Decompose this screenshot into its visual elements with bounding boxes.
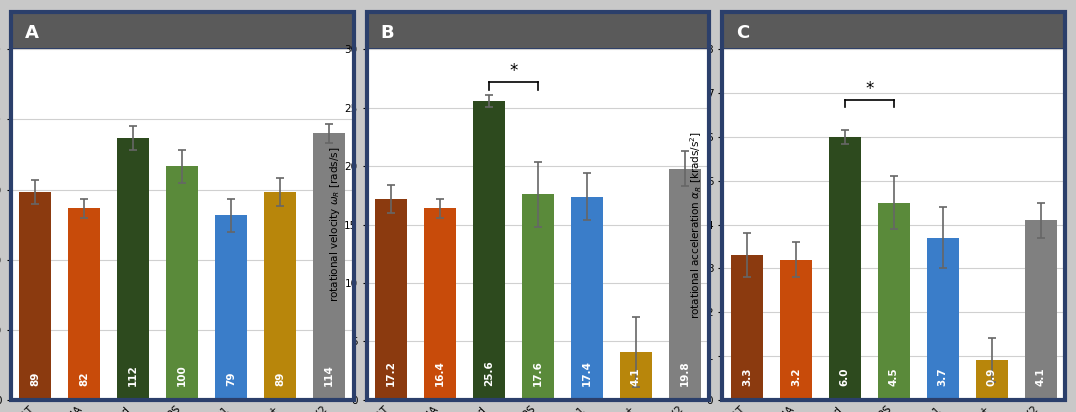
Text: *: * <box>865 80 874 98</box>
Bar <box>68 208 100 400</box>
Text: 25.6: 25.6 <box>484 360 494 386</box>
Bar <box>731 255 763 400</box>
Text: 16.4: 16.4 <box>435 360 445 386</box>
Bar <box>424 208 456 400</box>
Text: 3.3: 3.3 <box>741 367 752 386</box>
Bar <box>620 352 652 400</box>
Text: 79: 79 <box>226 371 237 386</box>
Bar <box>313 133 345 400</box>
Bar <box>780 260 811 400</box>
Text: B: B <box>380 24 394 42</box>
Text: 4.1: 4.1 <box>631 367 641 386</box>
Text: 19.8: 19.8 <box>680 360 690 386</box>
Bar <box>1024 220 1057 400</box>
Text: A: A <box>25 24 39 42</box>
Text: 4.1: 4.1 <box>1036 367 1046 386</box>
Text: 17.4: 17.4 <box>582 360 592 386</box>
Bar <box>669 169 700 400</box>
Text: 4.5: 4.5 <box>889 367 898 386</box>
Text: 6.0: 6.0 <box>839 367 850 386</box>
Bar <box>265 192 296 400</box>
Bar <box>976 360 1008 400</box>
Text: 3.2: 3.2 <box>791 367 801 386</box>
Text: 114: 114 <box>324 364 335 386</box>
Text: 0.9: 0.9 <box>987 367 996 386</box>
Text: 17.2: 17.2 <box>386 360 396 386</box>
Y-axis label: rotational acceleration $\alpha_R$ [krads/s$^2$]: rotational acceleration $\alpha_R$ [krad… <box>689 131 704 318</box>
Text: 17.6: 17.6 <box>533 360 543 386</box>
Bar <box>167 166 198 400</box>
Text: *: * <box>509 62 518 80</box>
Bar <box>571 197 603 400</box>
Text: 112: 112 <box>128 364 138 386</box>
Bar <box>878 203 909 400</box>
Bar <box>117 138 150 400</box>
Bar <box>376 199 407 400</box>
Text: 82: 82 <box>80 371 89 386</box>
Bar <box>926 238 959 400</box>
Text: 100: 100 <box>178 364 187 386</box>
Y-axis label: rotational velocity $\omega_R$ [rads/s]: rotational velocity $\omega_R$ [rads/s] <box>327 147 341 302</box>
Bar <box>215 215 247 400</box>
Bar <box>19 192 52 400</box>
Bar <box>473 101 505 400</box>
Bar <box>522 194 554 400</box>
Bar <box>829 137 861 400</box>
Text: 3.7: 3.7 <box>938 367 948 386</box>
Text: 89: 89 <box>275 371 285 386</box>
Text: 89: 89 <box>30 371 40 386</box>
Text: C: C <box>736 24 749 42</box>
